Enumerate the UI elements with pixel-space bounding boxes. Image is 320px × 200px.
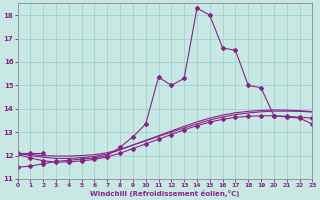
X-axis label: Windchill (Refroidissement éolien,°C): Windchill (Refroidissement éolien,°C) xyxy=(90,190,240,197)
